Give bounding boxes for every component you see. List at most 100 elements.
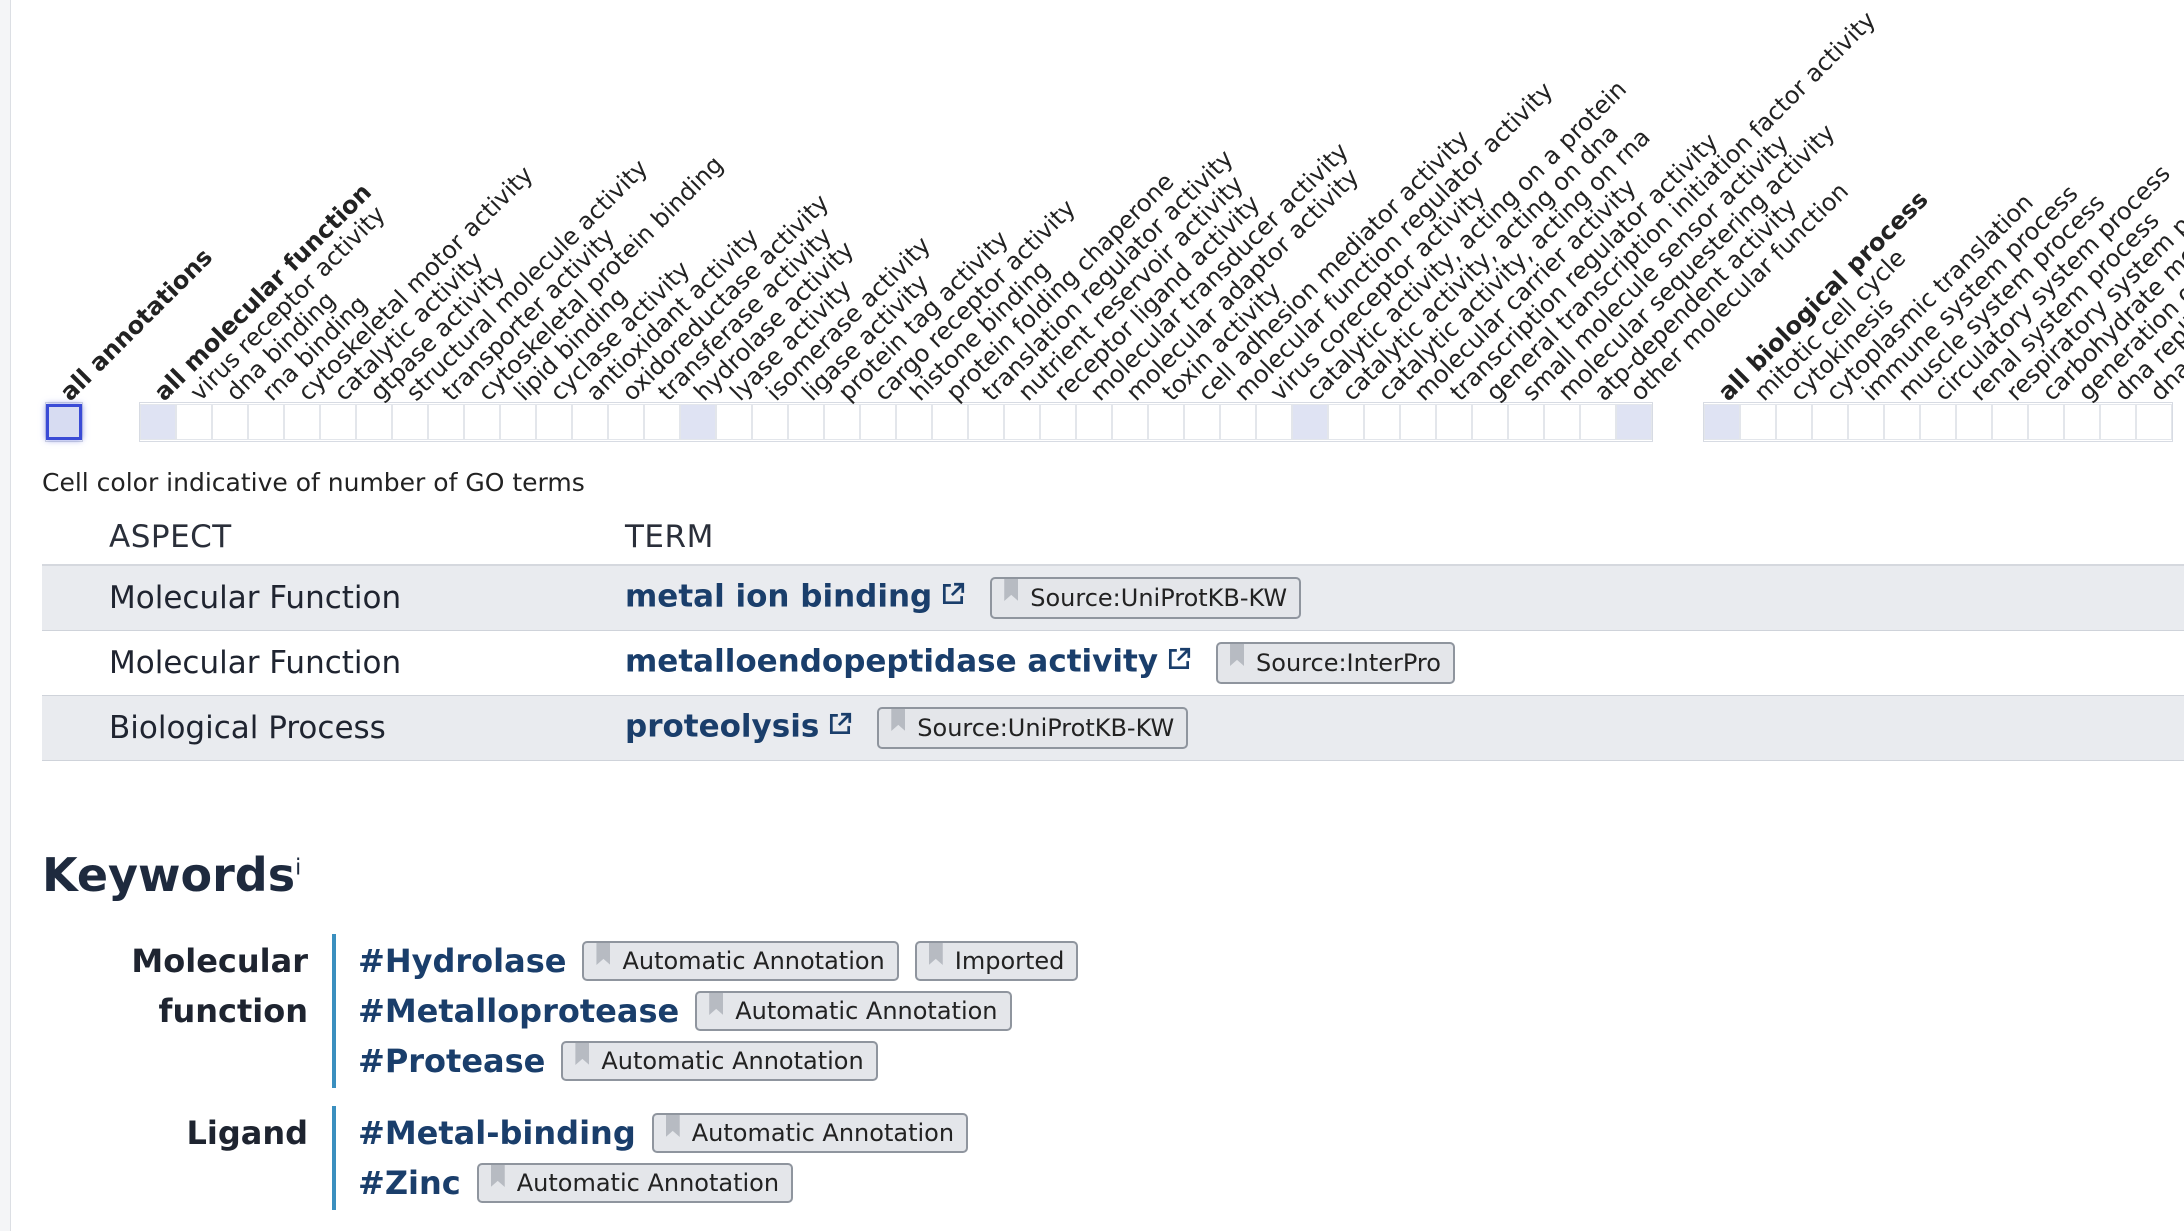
ribbon-cell[interactable]: [1740, 404, 1776, 440]
ribbon-cell[interactable]: [1472, 404, 1508, 440]
ribbon-cell[interactable]: [644, 404, 680, 440]
info-icon[interactable]: i: [295, 855, 302, 881]
evidence-badge[interactable]: Automatic Annotation: [561, 1041, 878, 1081]
ribbon-cell[interactable]: [284, 404, 320, 440]
ribbon-cell[interactable]: [752, 404, 788, 440]
ribbon-cell[interactable]: [2064, 404, 2100, 440]
table-row: Molecular Function metal ion binding Sourc…: [42, 565, 2184, 631]
ribbon-cell[interactable]: [1508, 404, 1544, 440]
ribbon-cell[interactable]: [1076, 404, 1112, 440]
keyword-group-divider: [332, 934, 336, 1088]
ribbon-cell[interactable]: [824, 404, 860, 440]
badge-label: Automatic Annotation: [735, 997, 998, 1025]
ribbon-cell[interactable]: [1956, 404, 1992, 440]
ribbon-cell[interactable]: [212, 404, 248, 440]
ribbon-cell[interactable]: [392, 404, 428, 440]
ribbon-cell[interactable]: [500, 404, 536, 440]
evidence-badge[interactable]: Automatic Annotation: [476, 1163, 794, 1203]
ribbon-cell[interactable]: [860, 404, 896, 440]
ribbon-cell[interactable]: [2100, 404, 2136, 440]
evidence-badge[interactable]: Source:UniProtKB-KW: [877, 707, 1189, 749]
ribbon-cell[interactable]: [1616, 404, 1652, 440]
ribbon-cell[interactable]: [1400, 404, 1436, 440]
ribbon-cell[interactable]: [356, 404, 392, 440]
ribbon-cell[interactable]: [1256, 404, 1292, 440]
evidence-badge[interactable]: Automatic Annotation: [651, 1113, 969, 1153]
term-cell: metal ion binding Source:UniProtKB-KW: [625, 565, 2184, 631]
left-rail: [0, 0, 11, 1231]
ribbon-cell[interactable]: [248, 404, 284, 440]
ribbon-cell[interactable]: [140, 404, 176, 440]
ribbon-cell[interactable]: [1580, 404, 1616, 440]
ribbon-cell[interactable]: [896, 404, 932, 440]
bookmark-icon: [490, 1165, 505, 1187]
ribbon-cell[interactable]: [1220, 404, 1256, 440]
go-term-link[interactable]: metal ion binding: [625, 578, 933, 615]
ribbon-cell[interactable]: [320, 404, 356, 440]
keyword-link[interactable]: #Protease: [358, 1042, 546, 1080]
ribbon-cell[interactable]: [608, 404, 644, 440]
ribbon-cell[interactable]: [2028, 404, 2064, 440]
evidence-badge[interactable]: Automatic Annotation: [582, 941, 899, 981]
ribbon-group-frame: [45, 402, 83, 442]
ribbon-cell[interactable]: [2136, 404, 2172, 440]
ribbon-cell[interactable]: [1812, 404, 1848, 440]
keyword-list: #Hydrolase Automatic Annotation Imported #M…: [358, 936, 1079, 1086]
external-link-icon: [943, 582, 965, 605]
ribbon-cell[interactable]: [176, 404, 212, 440]
keyword-link[interactable]: #Zinc: [358, 1164, 461, 1202]
ribbon-cell[interactable]: [1148, 404, 1184, 440]
ribbon-cell[interactable]: [1112, 404, 1148, 440]
ribbon-cell[interactable]: [1184, 404, 1220, 440]
evidence-badge[interactable]: Automatic Annotation: [695, 991, 1012, 1031]
ribbon-cell[interactable]: [1776, 404, 1812, 440]
bookmark-icon: [1230, 644, 1245, 666]
term-cell: metalloendopeptidase activity Source:Inte…: [625, 630, 2184, 696]
ribbon-cell[interactable]: [1040, 404, 1076, 440]
keyword-group: Ligand #Metal-binding Automatic Annotation…: [42, 1106, 1242, 1210]
ribbon-cell[interactable]: [1992, 404, 2028, 440]
keyword-category-line: function: [158, 992, 308, 1030]
bookmark-icon: [928, 943, 943, 965]
evidence-badge[interactable]: Imported: [914, 941, 1079, 981]
go-term-link[interactable]: metalloendopeptidase activity: [625, 643, 1159, 680]
ribbon-cell[interactable]: [572, 404, 608, 440]
ribbon-cell[interactable]: [932, 404, 968, 440]
ribbon-cell[interactable]: [464, 404, 500, 440]
external-link-icon: [1169, 647, 1191, 670]
go-term-link[interactable]: proteolysis: [625, 708, 820, 745]
table-row: Biological Process proteolysis Source:UniP…: [42, 695, 2184, 761]
bookmark-icon: [709, 993, 724, 1015]
keyword-link[interactable]: #Metal-binding: [358, 1114, 636, 1152]
go-annotation-table: ASPECT TERM Molecular Function metal ion …: [42, 510, 2184, 761]
keywords-title: Keywords: [42, 848, 296, 902]
ribbon-cell[interactable]: [1544, 404, 1580, 440]
ribbon-cell[interactable]: [1884, 404, 1920, 440]
ribbon-cell[interactable]: [1848, 404, 1884, 440]
ribbon-cell[interactable]: [1364, 404, 1400, 440]
ribbon-cell[interactable]: [1436, 404, 1472, 440]
ribbon-cell[interactable]: [1004, 404, 1040, 440]
ribbon-cell[interactable]: [1328, 404, 1364, 440]
ribbon-cell[interactable]: [428, 404, 464, 440]
keyword-link[interactable]: #Hydrolase: [358, 942, 567, 980]
badge-label: Source:InterPro: [1256, 649, 1441, 677]
keyword-link[interactable]: #Metalloprotease: [358, 992, 680, 1030]
ribbon-cell[interactable]: [680, 404, 716, 440]
ribbon-cell[interactable]: [1704, 404, 1740, 440]
evidence-badge[interactable]: Source:UniProtKB-KW: [990, 577, 1302, 619]
ribbon-cell[interactable]: [788, 404, 824, 440]
keywords-heading: Keywordsi: [42, 848, 301, 902]
evidence-badge[interactable]: Source:InterPro: [1216, 642, 1455, 684]
term-cell: proteolysis Source:UniProtKB-KW: [625, 695, 2184, 761]
badge-label: Automatic Annotation: [601, 1047, 864, 1075]
badge-label: Imported: [954, 947, 1065, 975]
ribbon-cell[interactable]: [46, 404, 82, 440]
ribbon-cell[interactable]: [716, 404, 752, 440]
ribbon-cell[interactable]: [536, 404, 572, 440]
ribbon-group-frame: [1703, 402, 2173, 442]
ribbon-cell[interactable]: [968, 404, 1004, 440]
go-ribbon: all annotations all molecular function vir…: [0, 0, 2184, 450]
ribbon-cell[interactable]: [1920, 404, 1956, 440]
ribbon-cell[interactable]: [1292, 404, 1328, 440]
